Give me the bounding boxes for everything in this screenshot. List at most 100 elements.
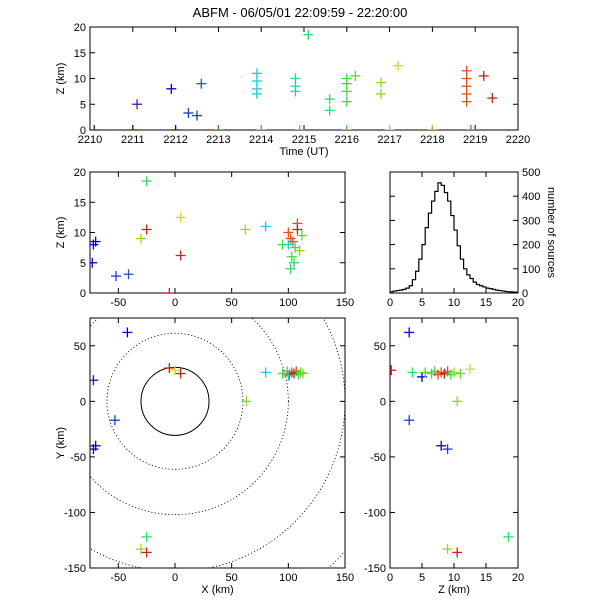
source-point xyxy=(296,230,307,241)
source-point xyxy=(303,29,314,40)
source-point xyxy=(341,96,352,107)
source-point xyxy=(183,108,194,119)
source-point xyxy=(136,544,146,555)
x-tick-label: 2220 xyxy=(506,134,530,146)
source-point xyxy=(123,269,134,280)
source-point xyxy=(452,396,463,407)
y-axis-label: Z (km) xyxy=(55,63,67,95)
source-point xyxy=(465,364,475,375)
panel-z-y: 0 5 10 15 20 -150 -100 -50 0 50 Z (km) xyxy=(364,317,524,596)
source-point xyxy=(111,271,122,282)
source-point xyxy=(376,88,387,99)
source-point xyxy=(289,257,299,268)
x-tick-label: 100 xyxy=(279,297,297,309)
source-point xyxy=(455,368,466,379)
source-point xyxy=(461,96,472,107)
plot-frame xyxy=(389,171,519,294)
source-point xyxy=(90,236,101,247)
x-tick-label: 2218 xyxy=(420,134,444,146)
x-tick-label: 2215 xyxy=(292,134,316,146)
y-tick-label: 0 xyxy=(80,396,86,408)
source-point xyxy=(166,83,177,94)
source-point xyxy=(241,396,252,407)
source-point xyxy=(90,444,99,455)
source-point xyxy=(122,327,133,338)
source-point xyxy=(293,369,304,380)
x-tick-label: 50 xyxy=(226,297,238,309)
y-tick-label: 0 xyxy=(80,288,86,300)
source-point xyxy=(213,125,224,130)
source-point xyxy=(503,531,514,542)
source-point xyxy=(324,105,335,116)
source-point xyxy=(404,415,415,426)
x-tick-label: 10 xyxy=(448,572,460,584)
source-point xyxy=(109,415,120,426)
y-tick-label: 400 xyxy=(522,191,540,203)
source-point xyxy=(285,263,296,274)
x-tick-label: 50 xyxy=(226,572,238,584)
source-point xyxy=(289,368,299,379)
y-tick-label: 5 xyxy=(80,99,86,111)
y-axis-label: number of sources xyxy=(545,187,557,279)
y-axis-label: Z (km) xyxy=(55,217,67,249)
y-tick-label: 50 xyxy=(374,341,386,353)
source-point xyxy=(442,544,453,555)
source-point xyxy=(192,110,202,121)
figure-title: ABFM - 06/05/01 22:09:59 - 22:20:00 xyxy=(193,5,408,20)
source-point xyxy=(286,251,297,262)
source-point xyxy=(90,257,98,268)
source-point xyxy=(141,547,152,558)
x-tick-label: 2213 xyxy=(206,134,230,146)
source-point xyxy=(251,88,262,99)
x-tick-label: 5 xyxy=(419,297,425,309)
x-tick-label: 20 xyxy=(512,297,524,309)
plot-frame xyxy=(89,317,346,569)
range-ring xyxy=(90,318,289,516)
source-point xyxy=(164,288,175,293)
source-point xyxy=(452,547,463,558)
y-tick-label: 10 xyxy=(74,228,86,240)
x-tick-label: 5 xyxy=(419,572,425,584)
y-tick-label: 10 xyxy=(74,74,86,86)
source-point xyxy=(170,125,181,130)
source-point xyxy=(260,367,271,378)
source-point xyxy=(442,444,453,455)
source-point xyxy=(407,367,418,378)
source-point xyxy=(90,375,99,386)
x-tick-label: 0 xyxy=(172,572,178,584)
x-tick-label: 15 xyxy=(480,572,492,584)
source-point xyxy=(376,77,387,88)
plot-frame xyxy=(389,317,519,569)
y-tick-label: 0 xyxy=(80,125,86,137)
x-tick-label: 2214 xyxy=(249,134,273,146)
x-tick-label: 2216 xyxy=(335,134,359,146)
source-point xyxy=(294,125,305,130)
source-point xyxy=(277,368,288,379)
source-point xyxy=(298,368,309,379)
x-tick-label: -50 xyxy=(110,297,126,309)
y-tick-label: 5 xyxy=(80,258,86,270)
source-point xyxy=(170,365,180,376)
source-point xyxy=(295,367,306,378)
y-tick-label: 15 xyxy=(74,197,86,209)
y-tick-label: 20 xyxy=(74,22,86,34)
x-tick-label: 2219 xyxy=(463,134,487,146)
source-point xyxy=(390,365,397,376)
source-point xyxy=(420,367,431,378)
y-tick-label: 500 xyxy=(522,167,540,179)
x-tick-label: 20 xyxy=(512,572,524,584)
x-tick-label: 2210 xyxy=(78,134,102,146)
range-ring xyxy=(140,366,210,436)
source-point xyxy=(283,370,294,381)
range-ring xyxy=(90,318,345,568)
y-tick-label: -50 xyxy=(370,452,386,464)
x-tick-label: 0 xyxy=(172,297,178,309)
source-point xyxy=(487,93,498,104)
y-tick-label: 100 xyxy=(522,264,540,276)
y-tick-label: -150 xyxy=(364,563,386,575)
source-point xyxy=(260,221,271,232)
source-point xyxy=(341,125,352,130)
x-tick-label: 2211 xyxy=(121,134,145,146)
histogram-line xyxy=(390,182,518,293)
